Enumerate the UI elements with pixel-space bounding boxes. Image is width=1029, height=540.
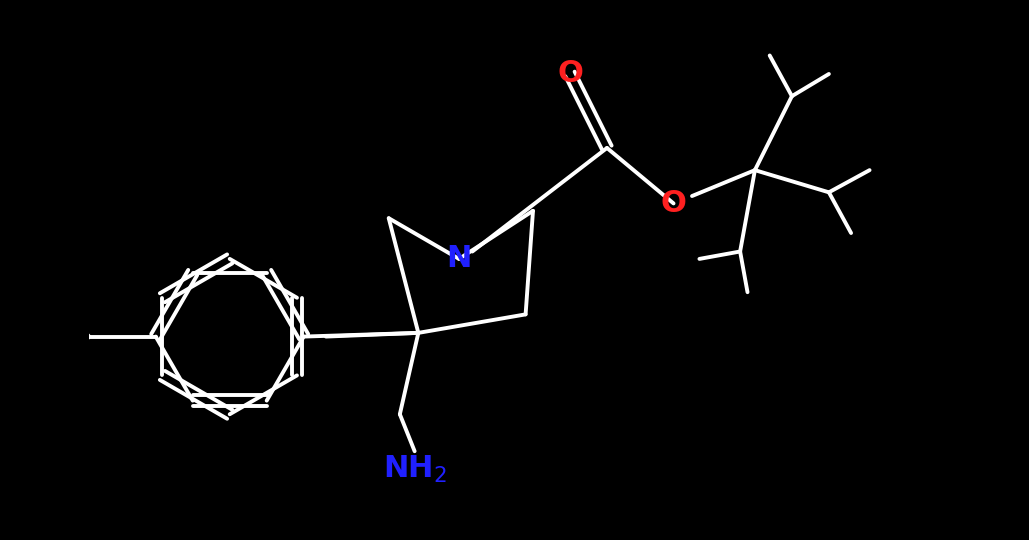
Text: NH$_2$: NH$_2$	[383, 454, 447, 485]
Text: O: O	[557, 59, 582, 89]
Text: O: O	[661, 189, 686, 218]
Text: N: N	[447, 245, 471, 273]
